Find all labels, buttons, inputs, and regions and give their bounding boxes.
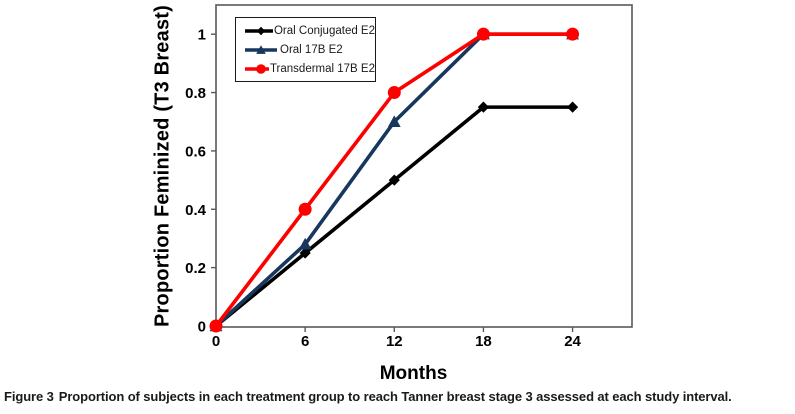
figure-caption-text: Proportion of subjects in each treatment… [58,389,732,404]
data-point-triangle [387,115,401,127]
data-point-diamond [299,247,311,259]
y-tick-label: 1 [198,27,206,44]
x-tick-label: 24 [564,333,581,350]
data-point-diamond [388,174,400,186]
x-tick-label: 12 [386,333,403,350]
data-point-circle [476,27,490,41]
legend-label: Oral 17B E2 [280,43,343,56]
legend-item: Oral 17B E2 [243,40,375,59]
chart-canvas: 0 0.2 0.4 0.6 0.8 1 0 6 12 18 24 [185,4,633,350]
legend-key-triangle-icon [245,44,277,54]
legend-key-diamond-icon [245,26,273,35]
plot-frame [215,4,633,328]
x-axis-title: Months [379,363,448,384]
data-point-circle [256,63,266,74]
x-tick-label: 0 [212,333,220,350]
data-point-diamond [477,101,490,113]
legend-item: Oral Conjugated E2 [243,21,375,40]
data-point-circle [566,27,580,41]
series-line [214,105,573,328]
legend-key-circle-icon [245,63,269,74]
figure-caption-label: Figure 3 [4,389,54,404]
y-tick-label: 0.4 [185,202,207,219]
y-tick-label: 0 [198,319,206,336]
x-tick-label: 6 [301,333,309,350]
y-axis-title: Proportion Feminized (T3 Breast) [151,5,174,327]
data-point-triangle [256,44,266,54]
data-point-triangle [298,237,312,250]
data-point-circle [387,86,401,100]
y-tick-label: 0.2 [185,260,206,277]
legend-label: Transdermal 17B E2 [269,62,375,75]
data-point-circle [298,202,312,216]
legend-item: Transdermal 17B E2 [243,59,375,78]
data-point-circle [209,319,223,333]
figure-caption: Figure 3 Proportion of subjects in each t… [4,389,793,404]
y-tick-label: 0.8 [185,85,206,102]
x-tick-label: 18 [475,333,492,350]
data-point-diamond [256,26,266,35]
line-chart: 0 0.2 0.4 0.6 0.8 1 0 6 12 18 24 Proportion Femini… [151,4,633,384]
data-point-diamond [566,101,579,113]
legend-label: Oral Conjugated E2 [273,24,375,37]
chart-legend: Oral Conjugated E2 Oral 17B E2 Transdermal… [235,17,376,82]
y-tick-label: 0.6 [185,143,206,160]
